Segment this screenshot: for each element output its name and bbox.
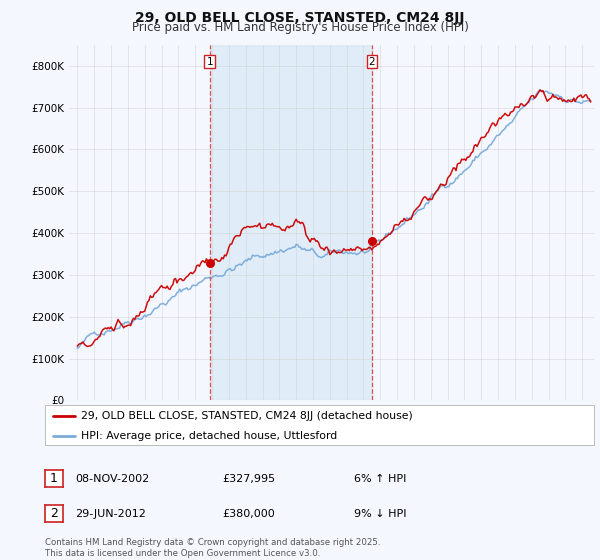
Text: Contains HM Land Registry data © Crown copyright and database right 2025.
This d: Contains HM Land Registry data © Crown c…	[45, 538, 380, 558]
Text: 29, OLD BELL CLOSE, STANSTED, CM24 8JJ (detached house): 29, OLD BELL CLOSE, STANSTED, CM24 8JJ (…	[80, 411, 412, 421]
Text: Price paid vs. HM Land Registry's House Price Index (HPI): Price paid vs. HM Land Registry's House …	[131, 21, 469, 34]
Text: 08-NOV-2002: 08-NOV-2002	[75, 474, 149, 484]
Text: 6% ↑ HPI: 6% ↑ HPI	[354, 474, 406, 484]
Text: 29, OLD BELL CLOSE, STANSTED, CM24 8JJ: 29, OLD BELL CLOSE, STANSTED, CM24 8JJ	[135, 11, 465, 25]
Text: 29-JUN-2012: 29-JUN-2012	[75, 508, 146, 519]
Bar	[209, 45, 372, 400]
Text: 9% ↓ HPI: 9% ↓ HPI	[354, 508, 407, 519]
Text: £327,995: £327,995	[222, 474, 275, 484]
Text: HPI: Average price, detached house, Uttlesford: HPI: Average price, detached house, Uttl…	[80, 431, 337, 441]
Text: £380,000: £380,000	[222, 508, 275, 519]
Text: 1: 1	[206, 57, 213, 67]
Text: 1: 1	[50, 472, 58, 486]
Text: 2: 2	[50, 507, 58, 520]
Text: 2: 2	[368, 57, 375, 67]
